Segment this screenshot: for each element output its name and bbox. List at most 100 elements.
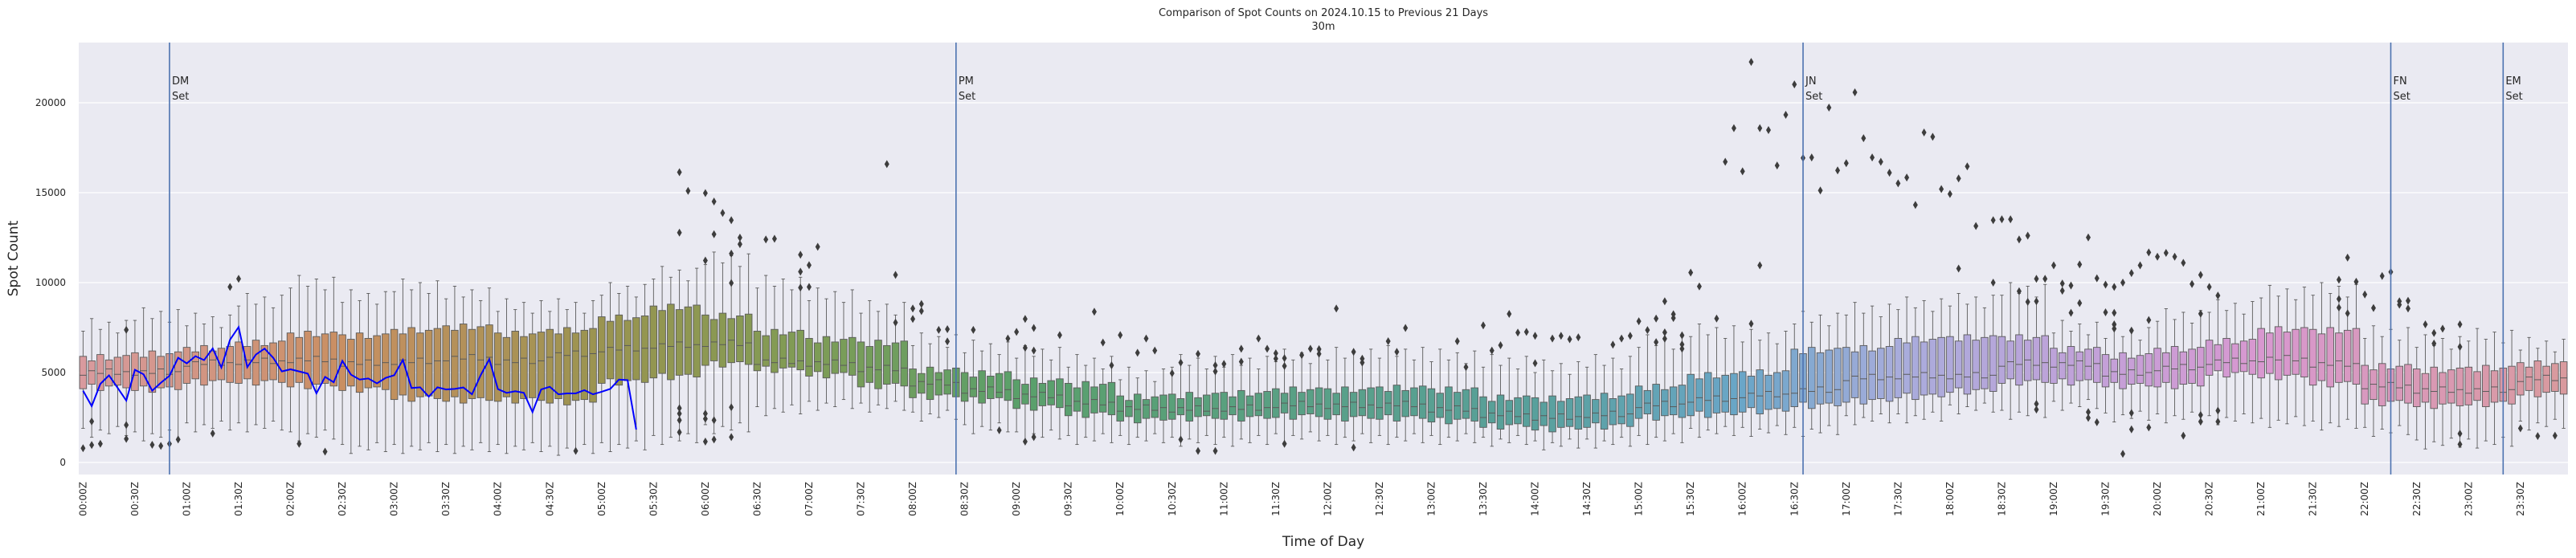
box-iqr — [1203, 394, 1211, 417]
box-1 — [88, 318, 96, 438]
box-iqr — [1392, 385, 1401, 422]
box-88 — [840, 302, 848, 401]
box-iqr — [1617, 395, 1625, 425]
box-175 — [1592, 354, 1600, 449]
outlier-point — [798, 250, 803, 259]
box-iqr — [1237, 389, 1245, 422]
box-iqr — [736, 315, 744, 363]
box-18 — [235, 305, 243, 424]
outlier-point — [729, 433, 734, 442]
outlier-point — [806, 261, 812, 270]
outlier-point — [1316, 349, 1322, 358]
box-iqr — [900, 340, 909, 387]
box-126 — [1168, 366, 1176, 438]
box-iqr — [960, 372, 969, 402]
box-iqr — [1859, 344, 1868, 405]
box-iqr — [1738, 371, 1747, 413]
box-217 — [1954, 292, 1963, 414]
outlier-point — [677, 168, 682, 177]
outlier-point — [1679, 340, 1685, 349]
box-38 — [407, 289, 415, 447]
outlier-point — [1965, 162, 1970, 171]
box-iqr — [295, 336, 304, 383]
box-iqr — [433, 328, 442, 399]
outlier-point — [1818, 186, 1823, 195]
outlier-point — [2025, 231, 2030, 240]
outlier-point — [1921, 128, 1927, 136]
box-99 — [934, 336, 943, 418]
box-iqr — [226, 346, 234, 383]
box-iqr — [2023, 340, 2032, 381]
box-172 — [1565, 373, 1574, 440]
box-iqr — [1047, 380, 1055, 405]
box-25 — [295, 275, 304, 442]
vertical-markers: DM Set PM Set JN Set FN Set EM Set — [169, 43, 2523, 475]
box-iqr — [424, 329, 433, 397]
box-iqr — [1298, 392, 1306, 416]
outlier-point — [1507, 309, 1512, 318]
outlier-point — [2397, 300, 2402, 309]
box-iqr — [2421, 373, 2430, 403]
outlier-point — [2128, 425, 2134, 434]
box-113 — [1056, 347, 1064, 440]
box-184 — [1669, 348, 1678, 434]
box-iqr — [1574, 396, 1583, 430]
box-iqr — [1245, 395, 1254, 417]
outlier-point — [677, 404, 682, 413]
box-279 — [2490, 332, 2499, 446]
box-iqr — [1695, 378, 1703, 412]
box-91 — [865, 299, 874, 413]
outlier-point — [1299, 351, 1305, 360]
box-iqr — [2110, 358, 2119, 383]
box-iqr — [1928, 339, 1937, 395]
box-263 — [2352, 283, 2361, 429]
box-198 — [1790, 324, 1799, 428]
x-tick-label: 10:00Z — [1114, 482, 1126, 516]
box-191 — [1730, 325, 1738, 436]
outlier-point — [2457, 320, 2463, 328]
box-119 — [1107, 356, 1116, 443]
box-153 — [1401, 348, 1409, 442]
outlier-point — [80, 444, 86, 453]
outlier-point — [1610, 340, 1616, 349]
outlier-point — [2042, 275, 2048, 283]
outlier-point — [89, 417, 95, 426]
outlier-point — [729, 249, 734, 258]
box-iqr — [373, 335, 381, 388]
box-iqr — [1367, 387, 1375, 419]
outlier-point — [1256, 334, 1261, 343]
box-iqr — [1211, 393, 1220, 419]
outlier-point — [1904, 173, 1910, 182]
box-iqr — [805, 337, 813, 377]
outlier-point — [1757, 124, 1763, 132]
box-260 — [2326, 292, 2334, 424]
box-278 — [2482, 339, 2490, 442]
box-iqr — [313, 336, 321, 385]
box-iqr — [744, 313, 753, 365]
box-58 — [580, 312, 589, 446]
box-iqr — [779, 334, 787, 369]
box-iqr — [1937, 336, 1945, 397]
x-tick-label: 11:30Z — [1270, 482, 1282, 516]
box-205 — [1850, 302, 1859, 426]
box-189 — [1712, 327, 1721, 434]
box-iqr — [909, 369, 917, 398]
box-2 — [96, 328, 104, 431]
box-iqr — [2274, 326, 2283, 381]
box-iqr — [2257, 328, 2265, 379]
box-76 — [736, 266, 744, 424]
outlier-point — [1394, 348, 1400, 356]
outlier-point — [2353, 277, 2359, 286]
box-iqr — [865, 346, 874, 383]
x-tick-label: 16:30Z — [1789, 482, 1800, 516]
outlier-point — [1403, 324, 1409, 332]
box-iqr — [2188, 348, 2196, 384]
box-iqr — [2447, 369, 2455, 404]
outlier-point — [2431, 339, 2437, 348]
box-iqr — [2006, 340, 2014, 380]
box-iqr — [563, 327, 571, 405]
box-iqr — [2490, 370, 2499, 403]
box-iqr — [762, 335, 770, 367]
outlier-point — [2215, 406, 2221, 415]
